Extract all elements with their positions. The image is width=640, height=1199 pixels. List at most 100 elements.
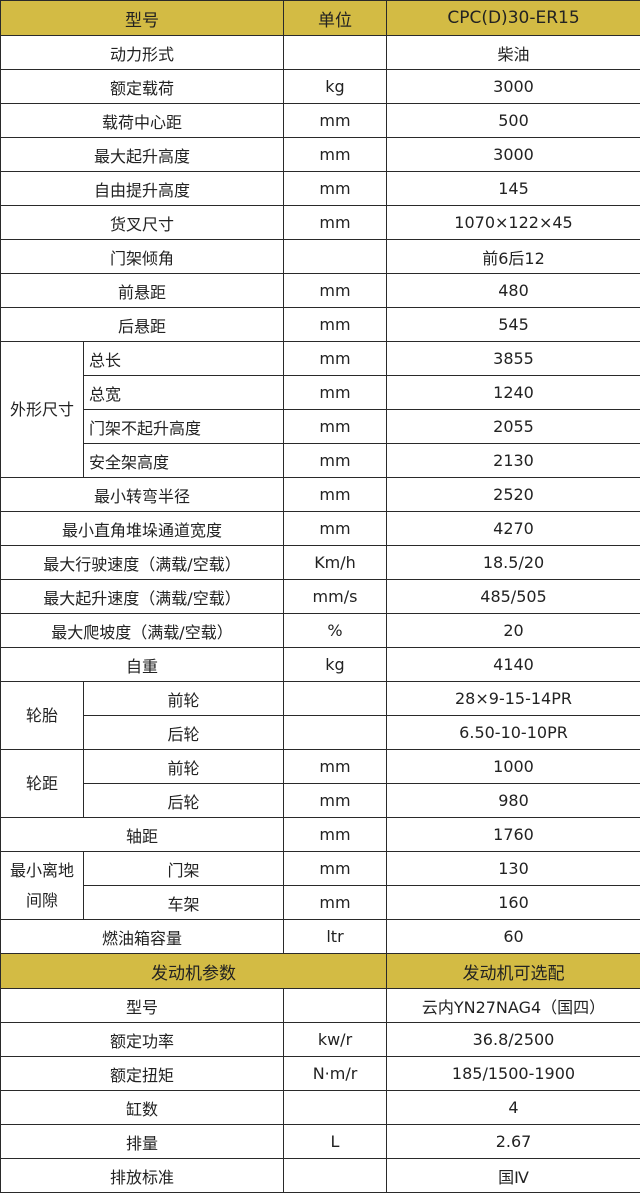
table-row: 排量 L 2.67 <box>0 1124 640 1159</box>
value-cell: 2520 <box>386 477 640 512</box>
row-label: 总宽 <box>83 375 284 410</box>
unit-cell: mm <box>283 375 387 410</box>
unit-cell: mm <box>283 171 387 206</box>
unit-cell: mm <box>283 341 387 376</box>
table-row: 最大起升速度（满载/空载） mm/s 485/505 <box>0 579 640 614</box>
value-cell: 6.50-10-10PR <box>386 715 640 750</box>
header-cell: 型号 <box>0 0 284 36</box>
value-cell: 980 <box>386 783 640 818</box>
value-cell: 485/505 <box>386 579 640 614</box>
engine-header-row: 发动机参数 发动机可选配 <box>0 953 640 989</box>
header-row: 型号 单位 CPC(D)30-ER15 <box>0 0 640 36</box>
row-label: 轴距 <box>0 817 284 852</box>
table-row: 最大起升高度 mm 3000 <box>0 137 640 172</box>
value-cell: 4 <box>386 1090 640 1125</box>
unit-cell <box>283 35 387 70</box>
table-row: 后悬距 mm 545 <box>0 307 640 342</box>
table-row: 最大爬坡度（满载/空载）% 20 <box>0 613 640 648</box>
value-cell: 1760 <box>386 817 640 852</box>
value-cell: 480 <box>386 273 640 308</box>
table-row: 轮胎 前轮 28×9-15-14PR <box>0 681 640 750</box>
row-label: 自由提升高度 <box>0 171 284 206</box>
value-cell: 3000 <box>386 69 640 104</box>
value-cell: 545 <box>386 307 640 342</box>
row-label: 后轮 <box>83 715 284 750</box>
table-row: 前悬距 mm 480 <box>0 273 640 308</box>
row-label: 前轮 <box>83 681 284 716</box>
table-row: 型号 云内YN27NAG4（国四） <box>0 988 640 1023</box>
value-cell: 500 <box>386 103 640 138</box>
unit-cell: mm <box>283 443 387 478</box>
unit-cell: mm <box>283 511 387 546</box>
table-row: 排放标准 国Ⅳ <box>0 1158 640 1193</box>
group-label: 外形尺寸 <box>0 341 84 478</box>
value-cell: 4270 <box>386 511 640 546</box>
row-label: 货叉尺寸 <box>0 205 284 240</box>
unit-cell: mm <box>283 477 387 512</box>
table-row: 额定扭矩 N·m/r 185/1500-1900 <box>0 1056 640 1091</box>
unit-cell: Km/h <box>283 545 387 580</box>
value-cell: 60 <box>386 919 640 954</box>
row-label: 前轮 <box>83 749 284 784</box>
row-label: 前悬距 <box>0 273 284 308</box>
table-row: 门架不起升高度 mm 2055 <box>1 409 640 444</box>
group-label: 最小离地间隙 <box>0 851 84 920</box>
row-label: 动力形式 <box>0 35 284 70</box>
row-label: 额定功率 <box>0 1022 284 1057</box>
unit-cell: mm <box>283 851 387 886</box>
row-label: 最小直角堆垛通道宽度 <box>0 511 284 546</box>
unit-cell: mm <box>283 307 387 342</box>
value-cell: 1240 <box>386 375 640 410</box>
unit-cell: mm <box>283 817 387 852</box>
unit-cell <box>283 715 387 750</box>
row-label: 总长 <box>83 341 284 376</box>
value-cell: 185/1500-1900 <box>386 1056 640 1091</box>
table-row: 最小转弯半径 mm 2520 <box>0 477 640 512</box>
row-label: 车架 <box>83 885 284 920</box>
row-label: 最大起升高度 <box>0 137 284 172</box>
value-cell: 前6后12 <box>386 239 640 274</box>
value-cell: 2130 <box>386 443 640 478</box>
unit-cell: ltr <box>283 919 387 954</box>
row-label: 门架 <box>83 851 284 886</box>
row-label: 后悬距 <box>0 307 284 342</box>
table-row: 门架倾角 前6后12 <box>0 239 640 274</box>
unit-cell: mm <box>283 103 387 138</box>
value-cell: 2055 <box>386 409 640 444</box>
group-label: 轮胎 <box>0 681 84 750</box>
header-cell: 发动机参数 <box>0 953 387 989</box>
table-row: 后轮 6.50-10-10PR <box>1 715 640 750</box>
table-row: 额定功率 kw/r 36.8/2500 <box>0 1022 640 1057</box>
value-cell: 柴油 <box>386 35 640 70</box>
unit-cell: mm/s <box>283 579 387 614</box>
header-cell: 单位 <box>283 0 387 36</box>
unit-cell <box>283 681 387 716</box>
header-cell: 发动机可选配 <box>386 953 640 989</box>
unit-cell: mm <box>283 885 387 920</box>
row-label: 燃油箱容量 <box>0 919 284 954</box>
table-row: 额定载荷 kg 3000 <box>0 69 640 104</box>
table-row: 货叉尺寸 mm 1070×122×45 <box>0 205 640 240</box>
unit-cell: mm <box>283 783 387 818</box>
table-row: 轴距 mm 1760 <box>0 817 640 852</box>
table-row: 总宽 mm 1240 <box>1 375 640 410</box>
row-label: 最大行驶速度（满载/空载） <box>0 545 284 580</box>
value-cell: 36.8/2500 <box>386 1022 640 1057</box>
row-label: 后轮 <box>83 783 284 818</box>
unit-cell: N·m/r <box>283 1056 387 1091</box>
unit-cell <box>283 1158 387 1193</box>
table-row: 动力形式 柴油 <box>0 35 640 70</box>
table-row: 自重 kg 4140 <box>0 647 640 682</box>
unit-cell: mm <box>283 137 387 172</box>
row-label: 最小转弯半径 <box>0 477 284 512</box>
table-row: 最小直角堆垛通道宽度 mm 4270 <box>0 511 640 546</box>
value-cell: 2.67 <box>386 1124 640 1159</box>
value-cell: 160 <box>386 885 640 920</box>
value-cell: 28×9-15-14PR <box>386 681 640 716</box>
table-row: 后轮 mm 980 <box>1 783 640 818</box>
table-row: 缸数 4 <box>0 1090 640 1125</box>
value-cell: 145 <box>386 171 640 206</box>
row-label: 载荷中心距 <box>0 103 284 138</box>
row-label: 缸数 <box>0 1090 284 1125</box>
